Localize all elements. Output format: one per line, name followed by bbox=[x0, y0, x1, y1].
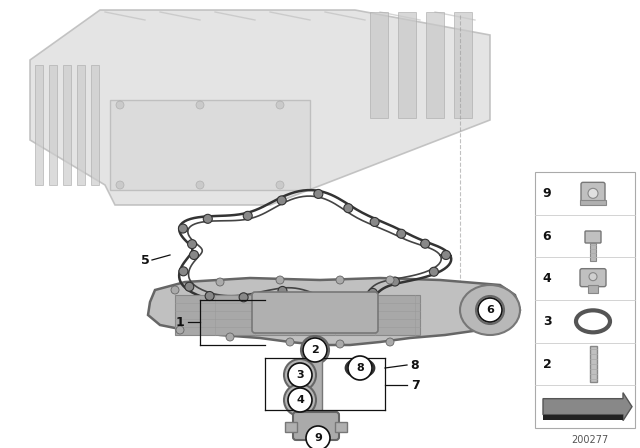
Polygon shape bbox=[454, 12, 472, 118]
Circle shape bbox=[288, 388, 312, 412]
Bar bbox=[590, 243, 596, 261]
Circle shape bbox=[442, 250, 451, 259]
Circle shape bbox=[179, 267, 188, 276]
Circle shape bbox=[476, 296, 504, 324]
Circle shape bbox=[390, 277, 399, 286]
Circle shape bbox=[308, 343, 322, 357]
Bar bbox=[310, 358, 322, 423]
Circle shape bbox=[116, 181, 124, 189]
Text: 9: 9 bbox=[543, 187, 551, 200]
Circle shape bbox=[397, 229, 406, 238]
Circle shape bbox=[420, 239, 429, 248]
Circle shape bbox=[292, 367, 308, 383]
Circle shape bbox=[386, 276, 394, 284]
Circle shape bbox=[239, 293, 248, 302]
Circle shape bbox=[277, 196, 286, 205]
Polygon shape bbox=[148, 278, 520, 345]
Circle shape bbox=[429, 267, 438, 276]
Circle shape bbox=[196, 181, 204, 189]
Circle shape bbox=[205, 292, 214, 301]
Circle shape bbox=[306, 426, 330, 448]
Circle shape bbox=[196, 101, 204, 109]
Circle shape bbox=[176, 326, 184, 334]
Text: 5: 5 bbox=[141, 254, 149, 267]
Text: 200277: 200277 bbox=[572, 435, 609, 445]
Circle shape bbox=[188, 240, 196, 249]
FancyBboxPatch shape bbox=[293, 412, 339, 440]
Text: 1: 1 bbox=[175, 315, 184, 328]
Text: 4: 4 bbox=[296, 395, 304, 405]
Circle shape bbox=[216, 278, 224, 286]
Circle shape bbox=[243, 211, 252, 220]
Text: 7: 7 bbox=[411, 379, 419, 392]
Circle shape bbox=[185, 282, 194, 291]
Circle shape bbox=[348, 301, 357, 310]
Circle shape bbox=[288, 363, 312, 387]
Polygon shape bbox=[543, 392, 632, 421]
Circle shape bbox=[276, 101, 284, 109]
Circle shape bbox=[116, 101, 124, 109]
Circle shape bbox=[303, 338, 327, 362]
Polygon shape bbox=[35, 65, 43, 185]
Polygon shape bbox=[370, 12, 388, 118]
Circle shape bbox=[588, 188, 598, 198]
Bar bbox=[335, 422, 347, 432]
Bar bbox=[580, 200, 606, 205]
Circle shape bbox=[370, 217, 379, 226]
Circle shape bbox=[348, 356, 372, 380]
Ellipse shape bbox=[460, 285, 520, 335]
Text: 6: 6 bbox=[486, 305, 494, 315]
Circle shape bbox=[589, 273, 597, 280]
Circle shape bbox=[314, 190, 323, 198]
FancyBboxPatch shape bbox=[581, 182, 605, 204]
Text: 3: 3 bbox=[296, 370, 304, 380]
FancyBboxPatch shape bbox=[252, 292, 378, 333]
Text: 2: 2 bbox=[543, 358, 552, 370]
Circle shape bbox=[179, 224, 188, 233]
Bar bbox=[285, 422, 297, 432]
Circle shape bbox=[336, 276, 344, 284]
Text: 8: 8 bbox=[411, 358, 419, 371]
Circle shape bbox=[483, 303, 497, 317]
Circle shape bbox=[204, 214, 212, 223]
FancyBboxPatch shape bbox=[585, 231, 601, 243]
Circle shape bbox=[313, 293, 322, 302]
Circle shape bbox=[278, 286, 287, 295]
Polygon shape bbox=[63, 65, 71, 185]
Text: 4: 4 bbox=[543, 272, 552, 285]
Circle shape bbox=[301, 336, 329, 364]
Text: 6: 6 bbox=[543, 229, 551, 242]
Circle shape bbox=[171, 286, 179, 294]
FancyBboxPatch shape bbox=[580, 269, 606, 287]
Polygon shape bbox=[77, 65, 85, 185]
Bar bbox=[588, 284, 598, 293]
Text: 3: 3 bbox=[543, 315, 551, 328]
Circle shape bbox=[286, 338, 294, 346]
Polygon shape bbox=[49, 65, 57, 185]
Text: 2: 2 bbox=[311, 345, 319, 355]
Circle shape bbox=[344, 204, 353, 213]
Text: 8: 8 bbox=[356, 363, 364, 373]
Text: 9: 9 bbox=[314, 433, 322, 443]
Bar bbox=[535, 172, 635, 428]
Circle shape bbox=[284, 359, 316, 391]
Polygon shape bbox=[426, 12, 444, 118]
Polygon shape bbox=[91, 65, 99, 185]
Polygon shape bbox=[30, 10, 490, 205]
Circle shape bbox=[276, 276, 284, 284]
Bar bbox=[590, 346, 597, 382]
Bar bbox=[543, 415, 623, 420]
Polygon shape bbox=[398, 12, 416, 118]
Circle shape bbox=[386, 338, 394, 346]
Circle shape bbox=[284, 384, 316, 416]
Circle shape bbox=[368, 289, 378, 297]
Circle shape bbox=[189, 250, 198, 259]
Circle shape bbox=[336, 340, 344, 348]
Circle shape bbox=[226, 333, 234, 341]
Polygon shape bbox=[175, 295, 420, 335]
Circle shape bbox=[292, 392, 308, 408]
Circle shape bbox=[276, 181, 284, 189]
Circle shape bbox=[478, 298, 502, 322]
Polygon shape bbox=[110, 100, 310, 190]
